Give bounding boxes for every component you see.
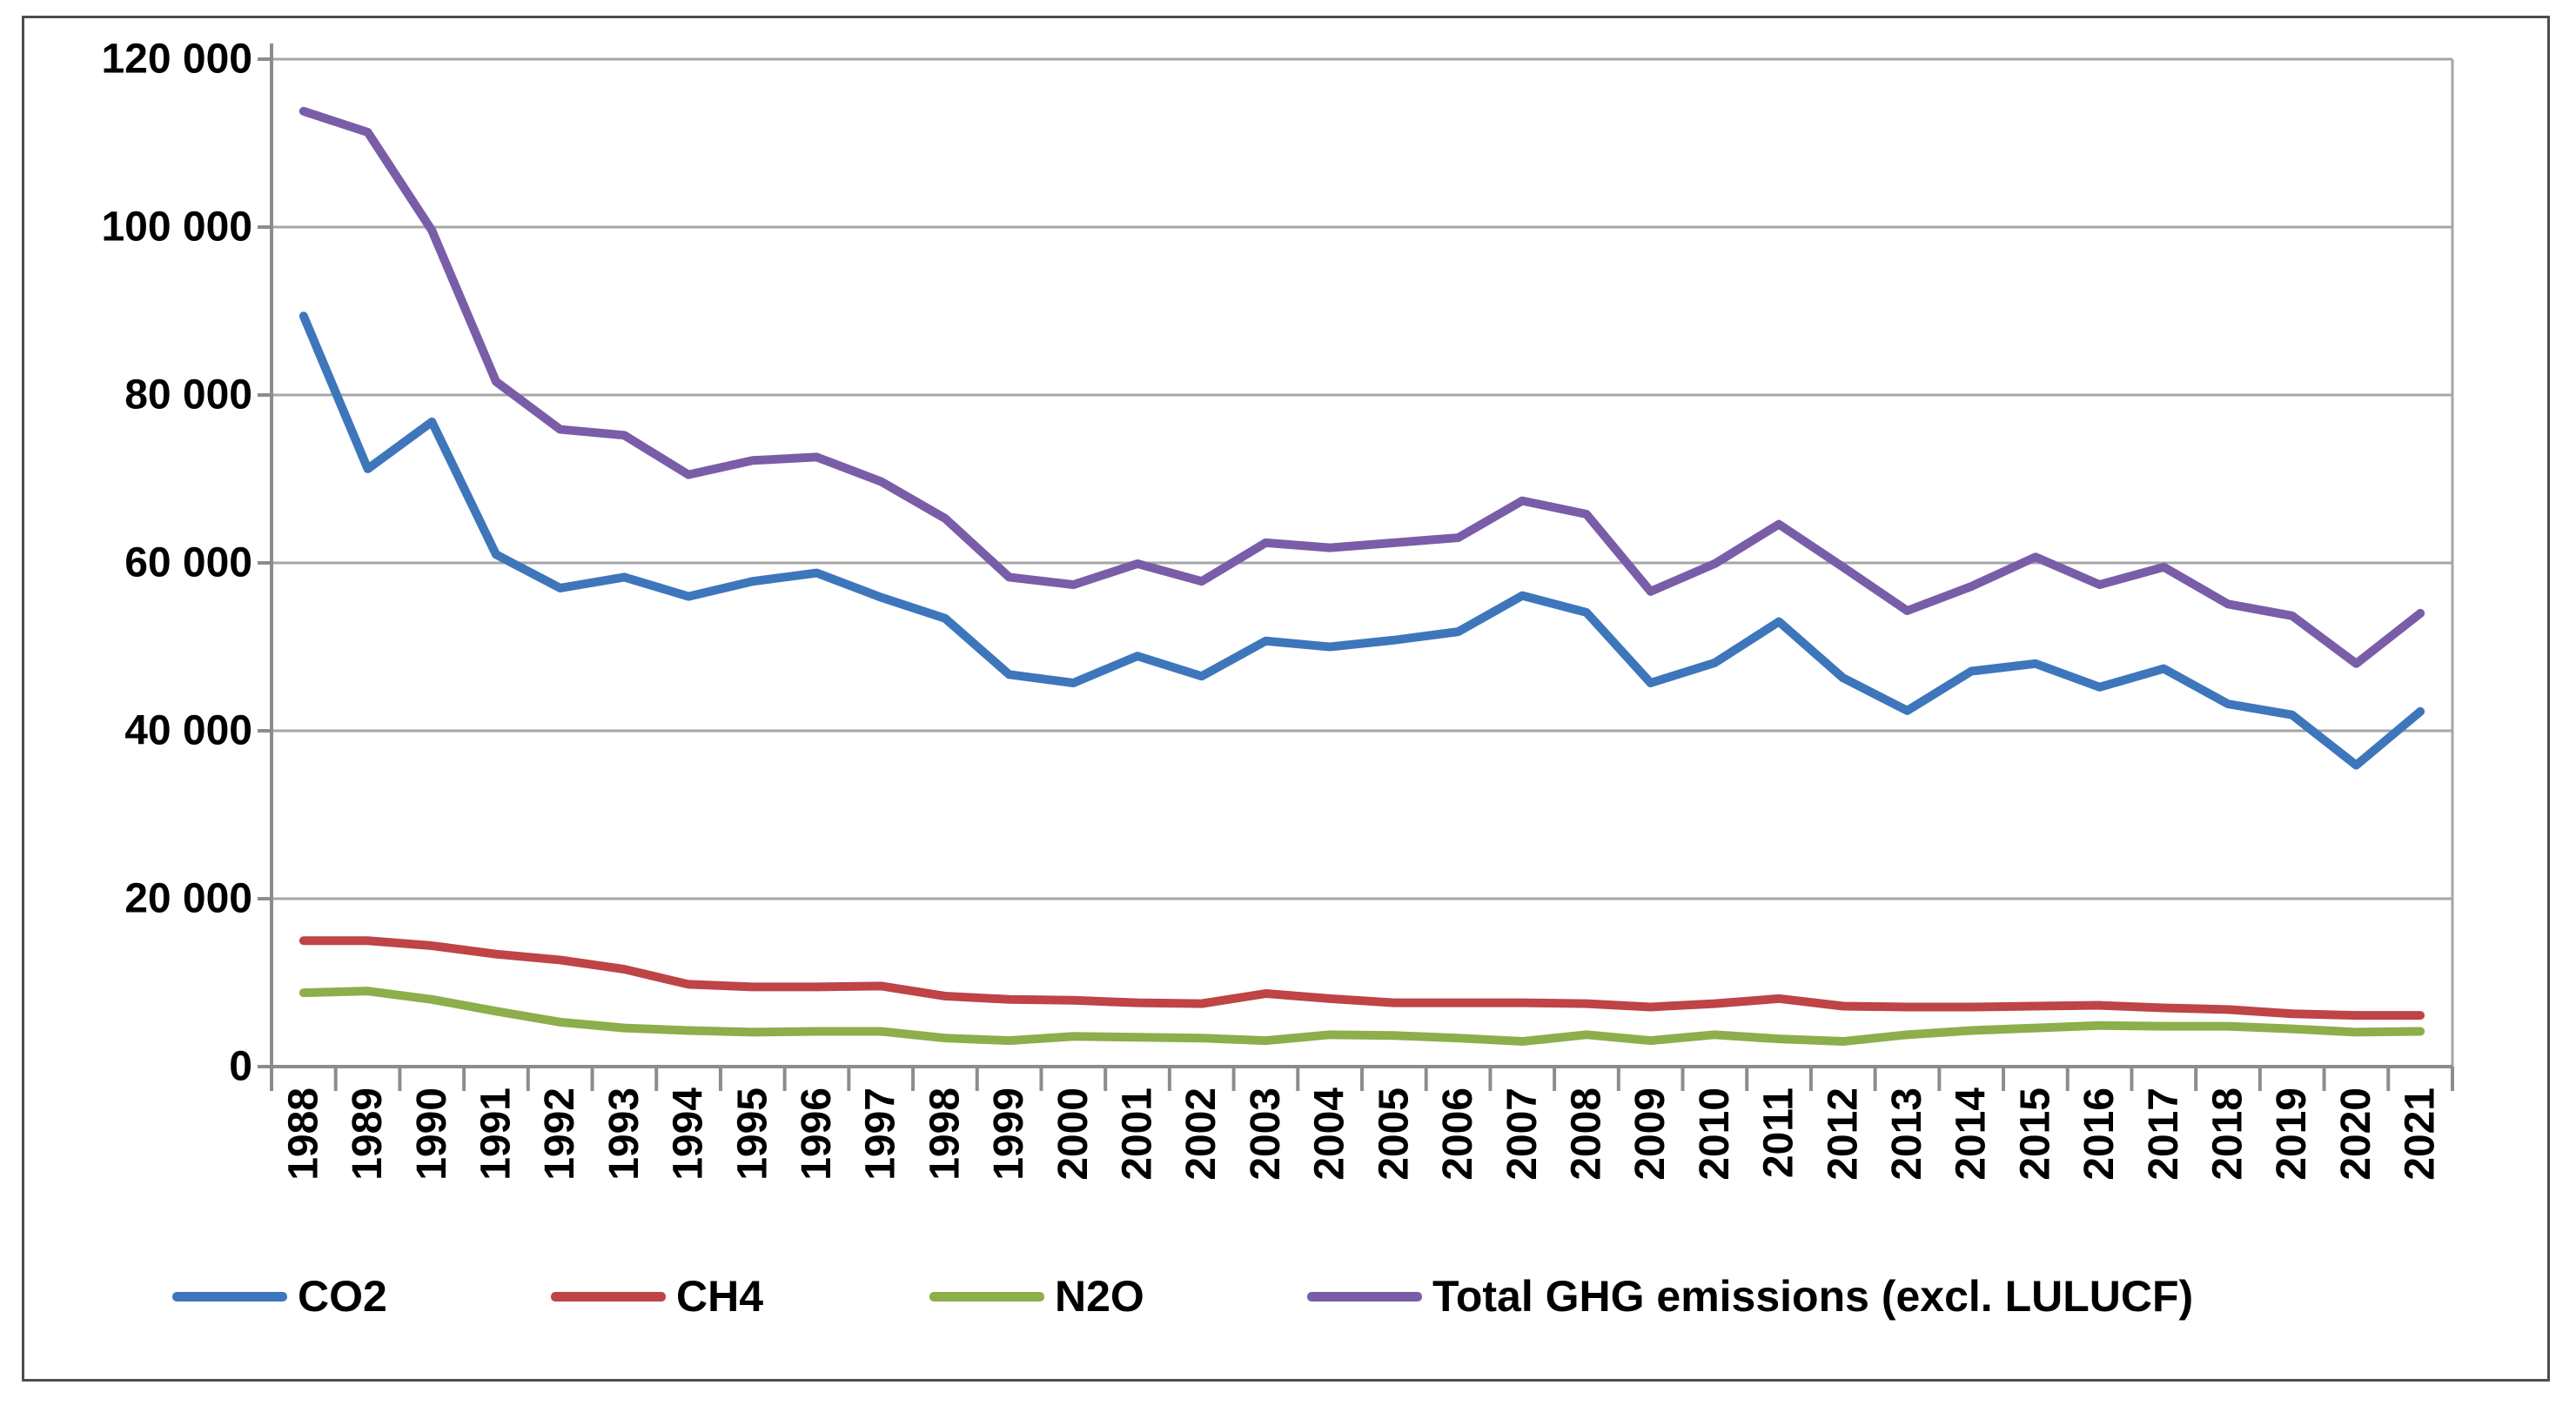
legend-item-ch4: CH4: [551, 1266, 763, 1327]
x-tick-label: 1990: [409, 1087, 455, 1181]
x-tick-label: 2015: [2012, 1087, 2058, 1181]
y-tick-label: 40 000: [124, 708, 252, 754]
x-tick-label: 2006: [1435, 1087, 1481, 1181]
x-tick-label: 1988: [280, 1087, 326, 1181]
x-tick-label: 2000: [1050, 1087, 1097, 1181]
x-tick-label: 2008: [1563, 1087, 1609, 1181]
x-tick-label: 1997: [858, 1087, 904, 1181]
total-ghg-line-swatch: [1307, 1291, 1422, 1302]
x-tick-label: 1996: [794, 1087, 840, 1181]
x-tick-label: 2010: [1692, 1087, 1738, 1181]
y-tick-label: 20 000: [124, 876, 252, 922]
x-tick-label: 1995: [729, 1087, 775, 1181]
co2-line-swatch: [172, 1291, 287, 1302]
legend-item-co2: CO2: [172, 1266, 387, 1327]
x-tick-label: 1991: [473, 1087, 519, 1181]
legend-item-total-ghg: Total GHG emissions (excl. LULUCF): [1307, 1266, 2193, 1327]
y-tick-label: 100 000: [101, 204, 252, 251]
legend-item-n2o: N2O: [929, 1266, 1144, 1327]
y-tick-label: 0: [229, 1044, 252, 1090]
y-tick-label: 60 000: [124, 540, 252, 586]
x-tick-label: 1989: [345, 1087, 391, 1181]
x-tick-label: 1994: [666, 1087, 712, 1181]
x-tick-label: 2003: [1243, 1087, 1289, 1181]
x-tick-label: 2017: [2141, 1087, 2187, 1181]
x-tick-label: 2002: [1178, 1087, 1224, 1181]
x-tick-label: 2012: [1820, 1087, 1866, 1181]
ch4-line-swatch: [551, 1291, 666, 1302]
x-tick-label: 1998: [922, 1087, 968, 1181]
series-line-n2o: [299, 987, 2425, 1047]
legend-label-n2o: N2O: [1055, 1272, 1144, 1321]
x-tick-label: 2021: [2398, 1087, 2444, 1181]
series-line-ch4: [299, 936, 2425, 1021]
figure-border: [22, 16, 2550, 1382]
x-tick-label: 2011: [1756, 1087, 1802, 1178]
x-tick-label: 2020: [2333, 1087, 2379, 1181]
x-tick-label: 2005: [1371, 1087, 1417, 1181]
x-tick-label: 2007: [1499, 1087, 1546, 1181]
x-tick-label: 2004: [1307, 1087, 1353, 1181]
x-tick-label: 2018: [2205, 1087, 2251, 1181]
x-tick-label: 1993: [601, 1087, 647, 1181]
legend-label-ch4: CH4: [676, 1272, 764, 1321]
chart-legend: CO2 CH4 N2O Total GHG emissions (excl. L…: [0, 1266, 2576, 1327]
x-tick-label: 2013: [1884, 1087, 1930, 1181]
n2o-line-swatch: [929, 1291, 1044, 1302]
x-tick-label: 1992: [537, 1087, 583, 1181]
y-tick-label: 80 000: [124, 372, 252, 418]
series-line-co2: [299, 311, 2425, 770]
legend-label-co2: CO2: [298, 1272, 387, 1321]
x-tick-label: 2016: [2076, 1087, 2123, 1181]
x-tick-label: 2001: [1115, 1087, 1161, 1181]
x-tick-label: 1999: [986, 1087, 1032, 1181]
legend-label-total-ghg: Total GHG emissions (excl. LULUCF): [1432, 1272, 2194, 1321]
series-line-total-ghg-emissions-excl-lulucf: [299, 106, 2425, 668]
x-tick-label: 2014: [1949, 1087, 1995, 1181]
y-tick-label: 120 000: [101, 37, 252, 83]
x-tick-label: 2009: [1627, 1087, 1674, 1181]
x-tick-label: 2019: [2269, 1087, 2315, 1181]
